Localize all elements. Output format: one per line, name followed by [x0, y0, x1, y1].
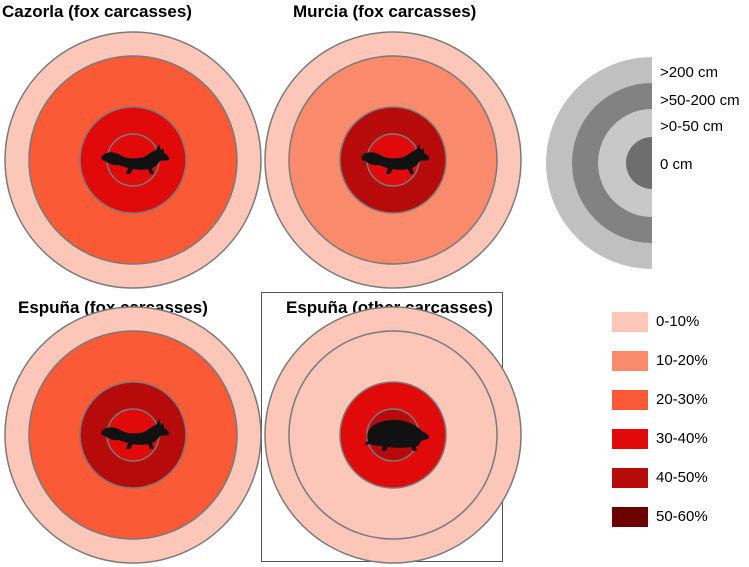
- legend-label-30-40: 30-40%: [656, 430, 708, 447]
- scale-label-0: 0 cm: [660, 156, 693, 173]
- legend-swatch-30-40: [612, 429, 648, 449]
- legend-swatch-0-10: [612, 312, 648, 332]
- legend-label-10-20: 10-20%: [656, 352, 708, 369]
- panel-title-cazorla: Cazorla (fox carcasses): [2, 2, 192, 21]
- ring-diagram-espuna-other: [264, 306, 522, 564]
- fox-silhouette-icon: [361, 144, 430, 174]
- scale-label-50-200: >50-200 cm: [660, 92, 740, 109]
- legend-swatch-20-30: [612, 390, 648, 410]
- scale-label-0-50: >0-50 cm: [660, 118, 723, 135]
- legend-label-40-50: 40-50%: [656, 469, 708, 486]
- scale-label-200: >200 cm: [660, 64, 718, 81]
- ring-diagram-espuna-fox: [4, 306, 262, 564]
- legend-label-50-60: 50-60%: [656, 508, 708, 525]
- legend-label-20-30: 20-30%: [656, 391, 708, 408]
- legend-swatch-10-20: [612, 351, 648, 371]
- panel-title-murcia: Murcia (fox carcasses): [293, 2, 477, 21]
- scale-ring-core: [626, 137, 652, 189]
- fox-silhouette-icon: [101, 144, 170, 174]
- fox-silhouette-icon: [101, 419, 170, 449]
- ring-diagram-cazorla: [4, 31, 262, 289]
- scale-ring-inner: [598, 109, 652, 217]
- legend-swatch-40-50: [612, 468, 648, 488]
- ring-diagram-murcia: [264, 31, 522, 289]
- legend-swatch-50-60: [612, 507, 648, 527]
- badger-silhouette-icon: [364, 420, 429, 451]
- legend-label-0-10: 0-10%: [656, 313, 700, 330]
